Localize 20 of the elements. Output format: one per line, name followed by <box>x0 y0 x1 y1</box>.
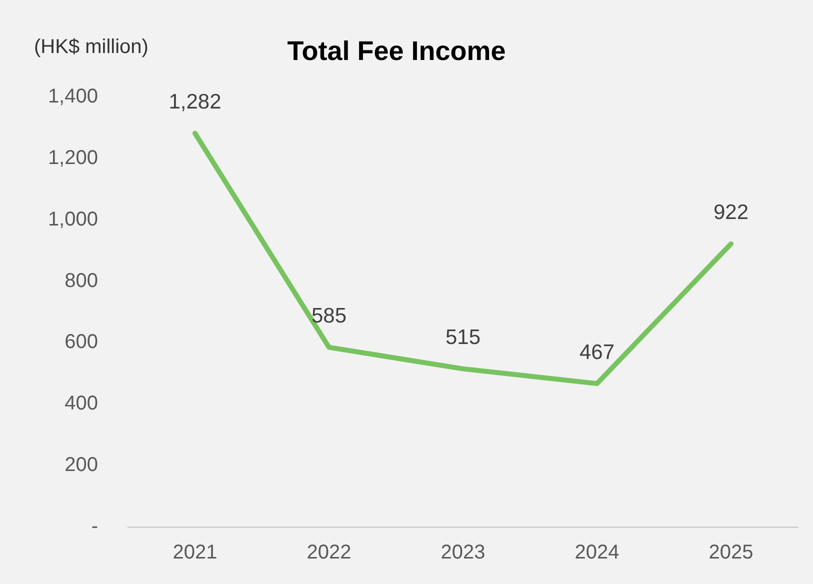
x-tick-label: 2021 <box>172 542 218 564</box>
text: 1,282 <box>168 90 222 114</box>
y-tick-label: - <box>91 516 98 538</box>
x-tick-label: 2022 <box>306 542 352 564</box>
y-tick-label: 600 <box>64 331 98 354</box>
x-tick-label: 2025 <box>708 542 754 564</box>
chart-title: Total Fee Income <box>287 36 506 66</box>
y-tick-label: 1,000 <box>48 208 98 230</box>
text: 922 <box>713 201 749 224</box>
y-tick-label: 800 <box>64 270 98 292</box>
y-tick-label: 200 <box>64 454 98 476</box>
text: 515 <box>445 326 481 350</box>
y-tick-label: 400 <box>64 392 98 415</box>
y-axis-title: (HK$ million) <box>34 36 148 59</box>
y-tick-label: 1,400 <box>48 86 98 108</box>
x-tick-label: 2024 <box>574 542 620 564</box>
y-tick-label: 1,200 <box>48 146 98 169</box>
text: 467 <box>579 340 615 364</box>
text: 585 <box>311 304 347 328</box>
x-tick-label: 2023 <box>440 542 486 564</box>
